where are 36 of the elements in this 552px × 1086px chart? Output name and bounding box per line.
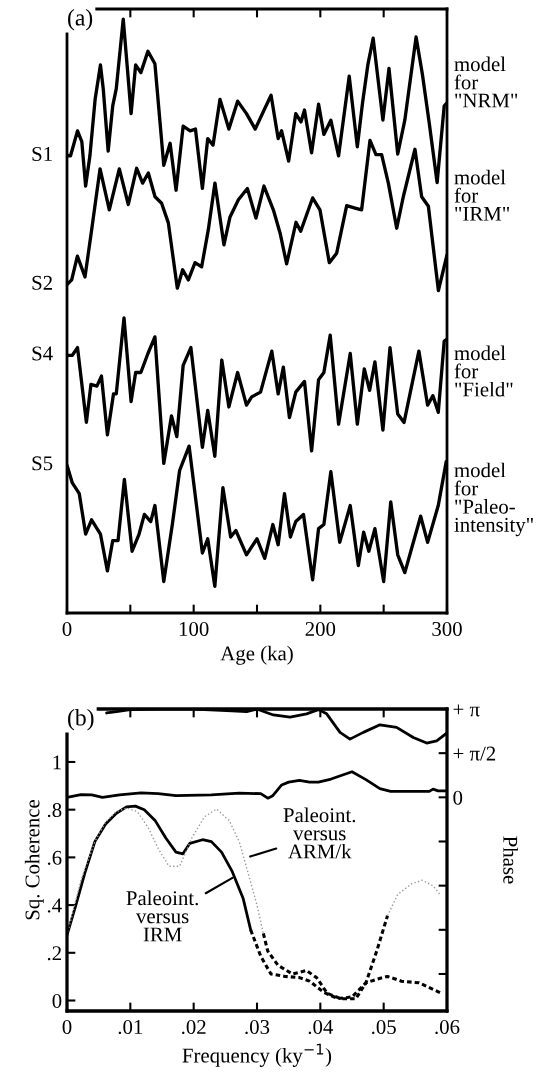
x-tick-label: 100: [179, 621, 209, 636]
y-tick-label: .2: [47, 946, 61, 961]
annotation: Paleoint. versus IRM: [126, 890, 198, 942]
x-tick-label: 200: [305, 621, 336, 636]
x-axis-title: Frequency (ky$^{−1}$): [182, 1043, 332, 1067]
y2-axis-title: Phase: [503, 836, 518, 884]
x-tick-label: .03: [245, 1019, 270, 1035]
y2-tick-label: + π: [453, 704, 480, 717]
text: model for "Paleo- intensity": [454, 462, 533, 537]
x-axis-title: Age (ka): [220, 645, 293, 665]
series-label: S5: [32, 456, 53, 471]
annotation: (b): [68, 709, 94, 731]
annotation: (a): [68, 9, 93, 31]
text: model for "NRM": [454, 56, 518, 108]
y2-tick-label: 0: [453, 790, 463, 805]
y2-tick-label: + π/2: [453, 746, 496, 761]
y-tick-label: 1: [53, 755, 61, 770]
x-tick-label: .02: [182, 1019, 206, 1035]
y-tick-label: 0: [52, 993, 62, 1008]
text: model for "Field": [454, 345, 513, 397]
x-tick-label: 0: [62, 1019, 72, 1034]
y-tick-label: .6: [47, 850, 62, 865]
y-axis-title: Sq. Coherence: [24, 799, 44, 920]
x-tick-label: 300: [432, 621, 462, 636]
y-tick-label: .8: [47, 803, 62, 818]
series-label: S4: [32, 346, 53, 361]
series-label: S2: [32, 275, 52, 290]
y-tick-label: .4: [47, 898, 62, 913]
x-tick-label: .01: [118, 1019, 143, 1035]
text: model for "IRM": [454, 169, 510, 221]
x-tick-label: .04: [308, 1019, 334, 1035]
annotation: Paleoint. versus ARM/k: [283, 807, 356, 859]
x-tick-label: .05: [372, 1019, 396, 1035]
x-tick-label: .06: [435, 1019, 460, 1035]
x-tick-label: 0: [62, 621, 72, 636]
series-label: S1: [32, 146, 52, 161]
